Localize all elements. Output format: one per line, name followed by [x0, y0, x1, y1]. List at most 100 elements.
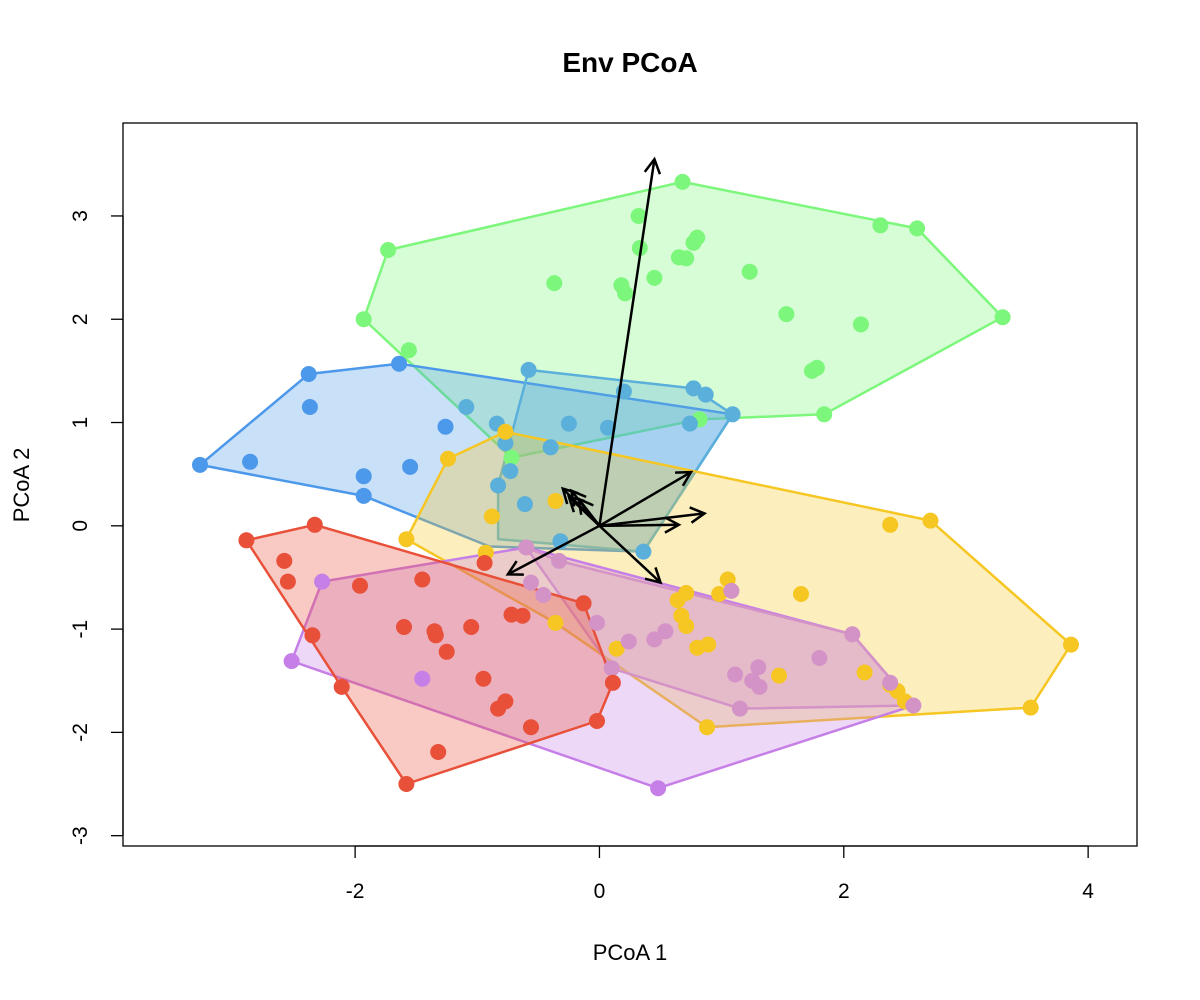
env-arrow-10	[567, 495, 601, 527]
y-tick-label: -3	[69, 826, 92, 845]
data-point-group-6	[751, 678, 768, 695]
data-point-group-4	[793, 586, 809, 602]
data-point-group-4	[497, 423, 514, 440]
data-point-group-2	[301, 399, 318, 415]
data-point-group-6	[905, 697, 922, 714]
data-point-group-1	[741, 263, 758, 280]
data-point-group-7	[589, 713, 605, 729]
y-tick-label: -2	[69, 723, 92, 742]
group-hull-7	[245, 523, 615, 786]
data-point-group-3	[458, 399, 475, 415]
data-point-group-1	[355, 311, 372, 328]
data-point-group-4	[547, 493, 564, 509]
env-arrow-3	[599, 506, 708, 528]
data-point-group-6	[589, 614, 605, 631]
x-tick-label: -2	[346, 880, 365, 903]
data-point-group-1	[646, 269, 663, 286]
data-point-group-1	[400, 342, 417, 359]
data-point-group-6	[603, 660, 620, 677]
data-point-group-3	[681, 415, 698, 432]
data-point-group-4	[678, 618, 695, 634]
env-arrow-2	[598, 470, 694, 527]
data-point-group-7	[463, 619, 480, 635]
data-point-group-2	[242, 453, 259, 470]
env-arrow-4	[599, 516, 682, 534]
data-point-group-4	[440, 450, 456, 467]
data-point-group-4	[608, 640, 625, 657]
y-axis-label: PCoA 2	[9, 448, 34, 523]
data-point-group-4	[699, 719, 715, 736]
data-point-group-2	[402, 458, 419, 475]
data-point-group-3	[502, 463, 519, 480]
data-point-group-1	[631, 240, 648, 256]
data-point-group-7	[333, 678, 350, 695]
data-point-group-7	[438, 643, 455, 660]
data-point-group-7	[427, 627, 444, 644]
data-point-group-1	[380, 242, 397, 258]
y-axis: -3 -2 -1 0 1 2 3	[69, 210, 124, 845]
env-arrows	[505, 156, 708, 585]
group-points	[192, 173, 1079, 797]
data-point-group-1	[678, 250, 695, 267]
data-point-group-1	[546, 275, 563, 292]
data-point-group-7	[604, 674, 621, 691]
data-point-group-7	[414, 571, 431, 588]
data-point-group-3	[520, 361, 537, 378]
x-tick-label: 0	[594, 880, 606, 903]
data-point-group-4	[922, 512, 939, 529]
data-point-group-7	[398, 776, 415, 792]
data-point-group-6	[844, 626, 861, 643]
data-point-group-6	[523, 574, 539, 591]
y-tick-label: 3	[69, 210, 92, 222]
data-point-group-4	[882, 516, 899, 533]
data-point-group-6	[646, 631, 663, 648]
x-tick-label: 2	[838, 880, 850, 903]
data-point-group-7	[490, 700, 507, 717]
data-point-group-7	[575, 595, 592, 612]
data-point-group-6	[535, 587, 552, 603]
data-point-group-5	[314, 573, 331, 590]
data-point-group-4	[700, 636, 717, 653]
data-point-group-3	[600, 419, 616, 436]
data-point-group-4	[398, 531, 415, 548]
data-point-group-4	[547, 614, 564, 631]
x-axis: -2 0 2 4	[346, 845, 1094, 903]
data-point-group-3	[697, 386, 714, 403]
data-point-group-2	[355, 487, 372, 504]
data-point-group-7	[238, 532, 255, 549]
chart-title: Env PCoA	[562, 47, 697, 78]
data-point-group-1	[617, 285, 634, 302]
data-point-group-4	[1022, 699, 1039, 716]
data-point-group-6	[750, 659, 767, 676]
data-point-group-1	[630, 208, 647, 224]
env-arrow-5	[598, 524, 663, 585]
data-point-group-7	[476, 555, 493, 571]
data-point-group-3	[497, 435, 514, 452]
data-point-group-3	[635, 543, 652, 560]
data-point-group-1	[503, 449, 520, 466]
data-point-group-6	[882, 674, 899, 691]
data-point-group-3	[516, 496, 533, 513]
data-point-group-3	[542, 439, 559, 456]
data-point-group-7	[396, 619, 412, 635]
data-point-group-7	[352, 577, 368, 594]
data-point-group-6	[732, 700, 748, 717]
data-point-group-7	[475, 670, 492, 687]
data-point-group-6	[727, 666, 744, 683]
data-point-group-2	[192, 456, 208, 473]
data-point-group-4	[771, 667, 787, 684]
x-axis-label: PCoA 1	[593, 940, 668, 965]
data-point-group-2	[391, 355, 408, 372]
y-tick-label: 1	[69, 417, 92, 429]
data-point-group-7	[279, 573, 296, 590]
data-point-group-2	[437, 418, 454, 435]
data-point-group-4	[856, 664, 873, 681]
data-point-group-1	[816, 406, 833, 423]
y-tick-label: -1	[69, 620, 92, 639]
env-arrow-1	[598, 156, 662, 526]
data-point-group-7	[430, 744, 447, 760]
data-point-group-1	[685, 234, 702, 251]
group-hulls	[198, 180, 1073, 790]
data-point-group-3	[685, 380, 702, 397]
